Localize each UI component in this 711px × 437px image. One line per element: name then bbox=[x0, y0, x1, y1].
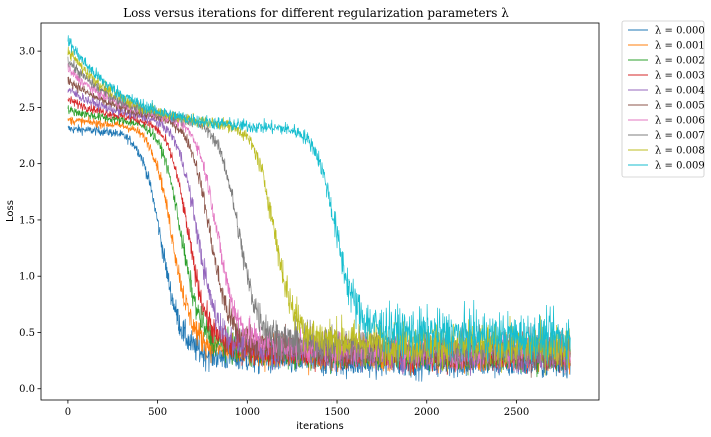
legend-label-2: λ = 0.002 bbox=[655, 56, 705, 67]
chart-title: Loss versus iterations for different reg… bbox=[123, 6, 509, 20]
legend-label-6: λ = 0.006 bbox=[655, 116, 705, 127]
x-tick-label-5: 2500 bbox=[504, 407, 529, 418]
plot-frame bbox=[40, 22, 600, 401]
x-axis-label: iterations bbox=[296, 421, 343, 432]
legend-label-9: λ = 0.009 bbox=[655, 161, 705, 172]
y-tick-label-5: 2.5 bbox=[19, 103, 35, 114]
x-tick-label-0: 0 bbox=[65, 407, 71, 418]
legend-label-4: λ = 0.004 bbox=[655, 86, 705, 97]
x-tick-label-3: 1500 bbox=[324, 407, 349, 418]
y-tick-label-2: 1.0 bbox=[19, 272, 35, 283]
y-tick-label-1: 0.5 bbox=[19, 328, 35, 339]
y-tick-label-4: 2.0 bbox=[19, 159, 35, 170]
axis-ticks: 0 500 1000 1500 2000 2500 0.0 0.5 1.0 1.5 2.0 2.5 3.… bbox=[19, 47, 529, 418]
legend-label-7: λ = 0.007 bbox=[655, 131, 705, 142]
x-tick-label-4: 2000 bbox=[414, 407, 439, 418]
legend-label-1: λ = 0.001 bbox=[655, 41, 705, 52]
y-tick-label-0: 0.0 bbox=[19, 384, 35, 395]
y-axis-label: Loss bbox=[5, 200, 16, 222]
x-tick-label-2: 1000 bbox=[235, 407, 260, 418]
x-tick-label-1: 500 bbox=[148, 407, 167, 418]
series-layer bbox=[67, 35, 571, 382]
legend-label-0: λ = 0.000 bbox=[655, 26, 705, 37]
legend-label-5: λ = 0.005 bbox=[655, 101, 705, 112]
y-tick-label-6: 3.0 bbox=[19, 47, 35, 58]
legend-label-8: λ = 0.008 bbox=[655, 146, 705, 157]
series-line-9 bbox=[67, 35, 571, 369]
legend-label-3: λ = 0.003 bbox=[655, 71, 705, 82]
legend: λ = 0.000 λ = 0.001 λ = 0.002 λ = 0.003 λ = … bbox=[621, 20, 705, 178]
y-tick-label-3: 1.5 bbox=[19, 215, 35, 226]
